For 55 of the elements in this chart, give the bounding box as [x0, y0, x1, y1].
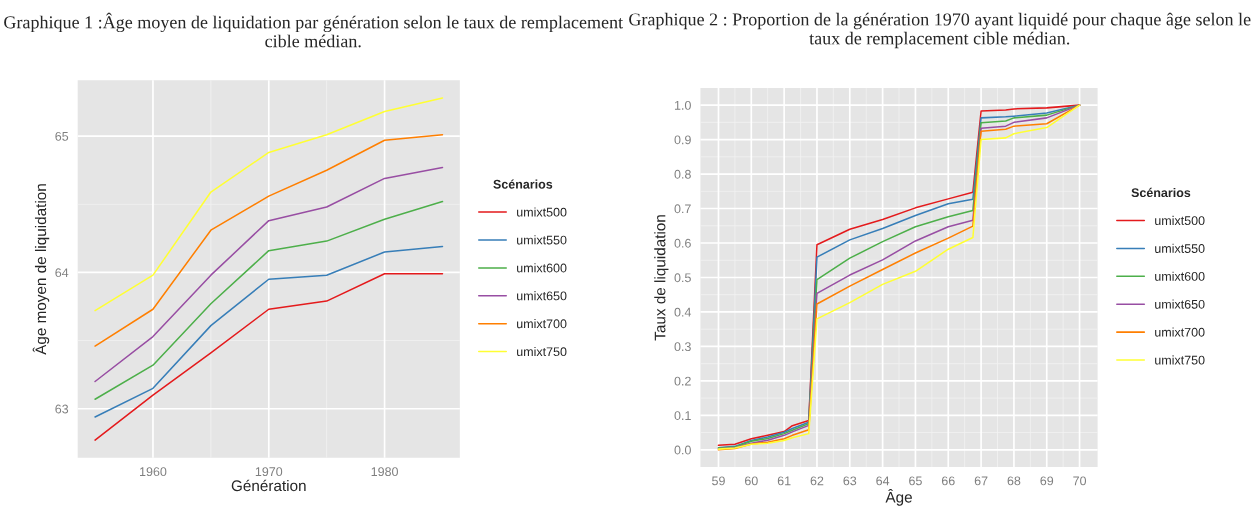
y-tick-label: 0.1	[674, 411, 691, 420]
y-tick-label: 1.0	[674, 100, 691, 110]
y-tick-label: 0.2	[674, 376, 691, 386]
line-series	[94, 133, 444, 347]
x-tick-label: 68	[1007, 476, 1021, 486]
line-series	[94, 200, 444, 400]
y-axis-title: Âge moyen de liquidation	[32, 184, 50, 355]
y-tick-label: 0.6	[674, 238, 691, 248]
line-series	[94, 166, 444, 383]
x-tick-label: 69	[1040, 476, 1054, 486]
legend-label: umixt550	[1155, 243, 1205, 253]
legend-label: umixt600	[517, 263, 567, 273]
y-tick-label: 65	[55, 131, 69, 141]
x-tick-label: 63	[843, 476, 857, 486]
y-tick-label: 64	[55, 268, 69, 278]
legend-label: umixt500	[517, 207, 567, 217]
line-series	[94, 97, 444, 312]
legend-label: umixt750	[1155, 355, 1205, 365]
y-tick-label: 0.4	[674, 307, 692, 317]
y-tick-label: 0.5	[674, 273, 691, 283]
line-series	[94, 273, 444, 441]
y-tick-label: 0.3	[674, 342, 691, 352]
x-tick-label: 1960	[140, 467, 167, 477]
y-tick-label: 0.8	[674, 169, 691, 179]
x-tick-label: 60	[744, 476, 758, 486]
x-tick-label: 67	[974, 476, 988, 486]
legend-label: umixt750	[517, 346, 567, 357]
x-tick-label: 65	[909, 476, 922, 486]
y-tick-label: 0.0	[674, 445, 691, 455]
legend-label: umixt550	[517, 235, 567, 245]
x-tick-label: 70	[1073, 476, 1087, 486]
x-tick-label: 59	[712, 476, 725, 486]
y-tick-label: 0.9	[674, 135, 691, 145]
legend-title: Scénarios	[1131, 187, 1191, 198]
x-axis-title: Génération	[231, 479, 306, 492]
x-tick-label: 62	[810, 476, 824, 486]
line-series	[94, 245, 444, 418]
y-tick-label: 0.7	[674, 204, 691, 214]
chart-title: Graphique 1 :Âge moyen de liquidation par génération selon le taux de remplacement cible médian.	[4, 12, 623, 48]
x-tick-label: 64	[876, 476, 890, 486]
x-axis-title: Âge	[885, 489, 912, 506]
legend-label: umixt650	[1155, 299, 1205, 309]
legend-label: umixt600	[1155, 271, 1205, 281]
x-tick-label: 66	[941, 476, 955, 486]
legend-label: umixt700	[517, 319, 567, 329]
x-tick-label: 61	[777, 476, 791, 486]
y-tick-label: 63	[55, 404, 69, 414]
legend-label: umixt650	[517, 291, 567, 301]
legend-label: umixt700	[1155, 327, 1205, 337]
legend-label: umixt500	[1155, 215, 1205, 226]
legend-title: Scénarios	[493, 179, 553, 189]
y-axis-title: Taux de liquidation	[654, 215, 669, 341]
x-tick-label: 1970	[255, 467, 283, 477]
x-tick-label: 1980	[371, 467, 398, 477]
chart-title: Graphique 2 : Proportion de la génération 1970 ayant liquidé pour chaque âge selon le taux de remplacement cible médian.	[629, 12, 1251, 49]
